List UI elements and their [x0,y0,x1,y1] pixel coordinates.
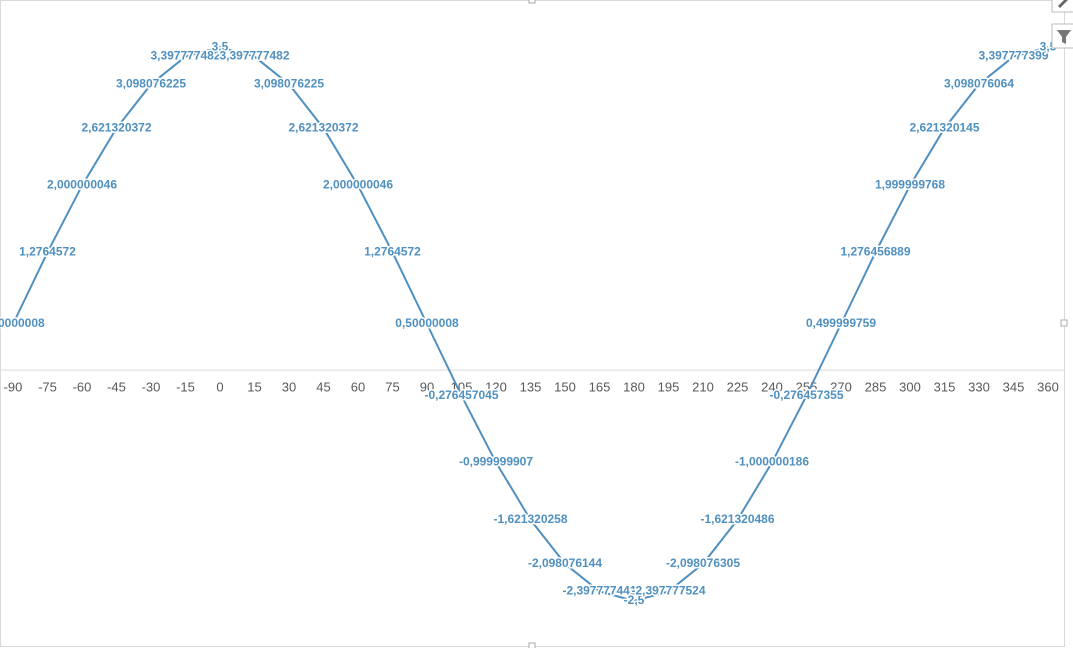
data-label: 3,5 [212,39,229,53]
resize-handle[interactable] [528,642,536,648]
x-tick-label: 300 [899,380,921,395]
x-tick-label: 150 [554,380,576,395]
data-label: -2,397777524 [631,584,705,598]
filter-icon [1057,30,1071,44]
x-tick-label: 90 [420,380,434,395]
x-tick-label: -60 [73,380,92,395]
x-tick-label: 315 [934,380,956,395]
x-tick-label: 165 [589,380,611,395]
data-label: 2,621320372 [81,120,151,134]
data-label: -2,098076305 [666,556,740,570]
x-tick-label: 180 [623,380,645,395]
data-label: 2,621320372 [288,120,358,134]
x-tick-label: 75 [385,380,399,395]
data-label: 0,50000008 [395,316,459,330]
chart-styles-button[interactable] [1051,0,1073,13]
data-label: 0,50000008 [0,316,45,330]
resize-handle[interactable] [1060,319,1068,327]
x-tick-label: 45 [316,380,330,395]
x-tick-label: 30 [282,380,296,395]
x-tick-label: -75 [38,380,57,395]
data-label: -0,999999907 [459,455,533,469]
x-tick-label: 210 [692,380,714,395]
resize-handle[interactable] [528,0,536,4]
data-label: 3,397777399 [978,49,1048,63]
data-label: -0,276457355 [769,388,843,402]
x-tick-label: 330 [968,380,990,395]
data-label: -2,397777441 [562,584,636,598]
data-label: -1,000000186 [735,455,809,469]
data-label: 2,000000046 [323,178,393,192]
data-label: 3,397777482 [150,49,220,63]
data-label: 2,621320145 [909,120,979,134]
data-label: -2,5 [624,593,645,607]
x-tick-label: 15 [247,380,261,395]
data-line [12,46,1049,602]
plot-area: -90 -75 -60 -45 -30 -15 0 15 30 45 60 75 90 105 120 135… [0,38,1065,609]
x-tick-label: -15 [176,380,195,395]
x-tick-label: -30 [142,380,161,395]
data-label: -1,621320258 [493,512,567,526]
data-label: -0,276457045 [424,388,498,402]
x-tick-label: 60 [351,380,365,395]
x-tick-label: 270 [830,380,852,395]
x-tick-label: 240 [761,380,783,395]
data-label: 1,276456889 [840,245,910,259]
x-tick-label: 225 [727,380,749,395]
data-label: 3,098076225 [116,76,186,90]
data-label: 2,000000046 [47,178,117,192]
data-label: 3,098076225 [254,76,324,90]
x-tick-label: -45 [107,380,126,395]
data-label: -2,098076144 [528,556,602,570]
data-label: 0,499999759 [806,316,876,330]
x-tick-label: 285 [865,380,887,395]
x-tick-label: 0 [216,380,223,395]
x-tick-label: 195 [658,380,680,395]
x-tick-label: 360 [1037,380,1059,395]
data-label: 3,098076064 [944,76,1014,90]
data-label: 1,2764572 [19,245,76,259]
data-label: 3,397777482 [219,49,289,63]
x-tick-label: 345 [1003,380,1025,395]
data-label: 1,999999768 [875,178,945,192]
x-tick-label: -90 [4,380,23,395]
brush-icon [1058,0,1068,8]
data-label: -1,621320486 [700,512,774,526]
x-tick-label: 120 [485,380,507,395]
x-tick-label: 135 [520,380,542,395]
data-label: 1,2764572 [364,245,421,259]
